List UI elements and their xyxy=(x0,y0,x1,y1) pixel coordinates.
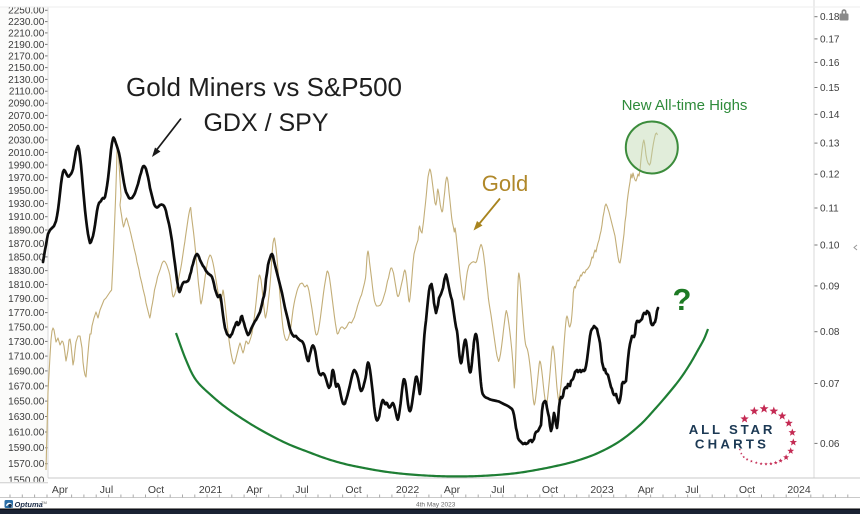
svg-text:1570.00: 1570.00 xyxy=(8,459,45,470)
svg-text:0.14: 0.14 xyxy=(820,110,840,121)
svg-text:Oct: Oct xyxy=(345,484,361,496)
svg-text:TM: TM xyxy=(41,500,47,505)
svg-text:2170.00: 2170.00 xyxy=(8,51,45,62)
svg-text:2021: 2021 xyxy=(199,484,223,496)
svg-text:1770.00: 1770.00 xyxy=(8,308,45,319)
svg-text:2050.00: 2050.00 xyxy=(8,123,45,134)
svg-text:0.11: 0.11 xyxy=(820,204,839,215)
svg-text:1910.00: 1910.00 xyxy=(8,212,45,223)
svg-text:1810.00: 1810.00 xyxy=(8,280,45,291)
svg-text:1850.00: 1850.00 xyxy=(8,252,45,263)
svg-text:0.15: 0.15 xyxy=(820,83,840,94)
svg-text:1970.00: 1970.00 xyxy=(8,173,45,184)
svg-text:0.13: 0.13 xyxy=(820,139,840,150)
svg-text:0.08: 0.08 xyxy=(820,327,840,338)
svg-text:2250.00: 2250.00 xyxy=(8,6,45,17)
svg-text:1690.00: 1690.00 xyxy=(8,366,45,377)
svg-text:Optuma: Optuma xyxy=(15,500,43,509)
svg-text:0.16: 0.16 xyxy=(820,58,840,69)
svg-text:4th May 2023: 4th May 2023 xyxy=(416,502,456,509)
svg-text:ALL STAR: ALL STAR xyxy=(689,422,775,437)
svg-text:Apr: Apr xyxy=(246,484,263,496)
svg-text:1610.00: 1610.00 xyxy=(8,427,45,438)
svg-text:1670.00: 1670.00 xyxy=(8,381,45,392)
svg-text:2030.00: 2030.00 xyxy=(8,135,45,146)
svg-text:0.09: 0.09 xyxy=(820,281,840,292)
svg-text:2024: 2024 xyxy=(787,484,811,496)
svg-text:2090.00: 2090.00 xyxy=(8,99,45,110)
svg-text:1890.00: 1890.00 xyxy=(8,225,45,236)
svg-text:Jul: Jul xyxy=(295,484,308,496)
svg-text:1750.00: 1750.00 xyxy=(8,322,45,333)
svg-text:2190.00: 2190.00 xyxy=(8,40,45,51)
svg-text:2130.00: 2130.00 xyxy=(8,75,45,86)
svg-text:1650.00: 1650.00 xyxy=(8,397,45,408)
svg-text:2023: 2023 xyxy=(590,484,614,496)
svg-text:0.18: 0.18 xyxy=(820,12,840,23)
svg-text:2010.00: 2010.00 xyxy=(8,148,45,159)
svg-text:1550.00: 1550.00 xyxy=(8,475,45,486)
svg-text:0.12: 0.12 xyxy=(820,170,840,181)
svg-text:?: ? xyxy=(673,282,692,317)
svg-text:Oct: Oct xyxy=(148,484,164,496)
svg-text:0.06: 0.06 xyxy=(820,439,840,450)
svg-text:Jul: Jul xyxy=(491,484,504,496)
svg-text:Oct: Oct xyxy=(739,484,755,496)
svg-text:2210.00: 2210.00 xyxy=(8,28,45,39)
svg-text:Gold: Gold xyxy=(482,171,528,196)
svg-text:2110.00: 2110.00 xyxy=(9,87,45,98)
svg-text:Jul: Jul xyxy=(100,484,113,496)
svg-text:1870.00: 1870.00 xyxy=(8,239,45,250)
svg-text:1990.00: 1990.00 xyxy=(8,160,45,171)
svg-text:0.10: 0.10 xyxy=(820,241,840,252)
svg-text:1630.00: 1630.00 xyxy=(8,412,45,423)
svg-text:Apr: Apr xyxy=(444,484,461,496)
svg-text:CHARTS: CHARTS xyxy=(695,437,769,452)
svg-text:0.07: 0.07 xyxy=(820,379,840,390)
svg-text:2230.00: 2230.00 xyxy=(8,17,45,28)
svg-text:Apr: Apr xyxy=(52,484,69,496)
svg-text:1950.00: 1950.00 xyxy=(8,186,45,197)
svg-text:1730.00: 1730.00 xyxy=(8,337,45,348)
svg-text:GDX / SPY: GDX / SPY xyxy=(203,109,328,137)
svg-text:2070.00: 2070.00 xyxy=(8,111,45,122)
svg-text:Jul: Jul xyxy=(685,484,698,496)
svg-text:2022: 2022 xyxy=(396,484,420,496)
svg-text:1710.00: 1710.00 xyxy=(8,352,45,363)
svg-text:1930.00: 1930.00 xyxy=(8,199,45,210)
svg-text:Oct: Oct xyxy=(542,484,558,496)
svg-text:Apr: Apr xyxy=(638,484,655,496)
svg-text:1590.00: 1590.00 xyxy=(8,443,45,454)
svg-text:Gold Miners vs S&P500: Gold Miners vs S&P500 xyxy=(126,72,402,102)
svg-text:New All-time Highs: New All-time Highs xyxy=(622,97,748,114)
svg-text:1830.00: 1830.00 xyxy=(8,266,45,277)
svg-text:1790.00: 1790.00 xyxy=(8,294,45,305)
svg-text:2150.00: 2150.00 xyxy=(8,63,45,74)
svg-text:0.17: 0.17 xyxy=(820,34,840,45)
